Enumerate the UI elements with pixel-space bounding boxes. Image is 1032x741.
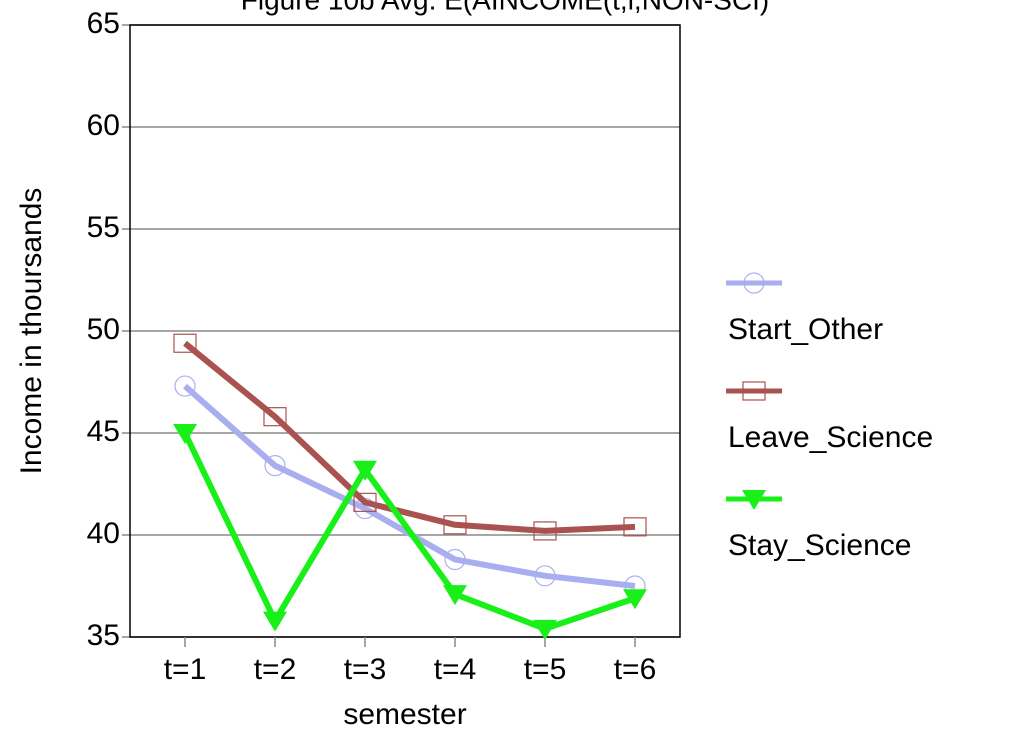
series-line [183,383,636,589]
point [443,585,467,606]
y-tick-label: 40 [87,517,120,550]
legend-label: Stay_Science [728,529,911,562]
y-tick-label: 65 [87,7,120,40]
x-tick-label: t=3 [344,653,387,686]
x-tick-label: t=6 [614,653,657,686]
chart-title: Figure 10b Avg. E(AINCOME(t,i,NON-SCI) [241,0,770,15]
x-tick-label: t=2 [254,653,297,686]
x-tick-label: t=1 [164,653,207,686]
point [173,333,197,353]
point [263,611,287,632]
point [534,565,556,587]
point [443,515,467,535]
series-line [182,431,636,632]
point [623,517,647,537]
x-axis-label: semester [343,698,466,731]
legend-label: Leave_Science [728,421,933,454]
y-axis-label: Income in thoursands [15,188,48,475]
y-tick-label: 55 [87,211,120,244]
point [533,521,557,541]
legend-label: Start_Other [728,313,883,346]
series-line [183,340,636,534]
point [623,589,647,610]
point [444,548,466,571]
y-tick-label: 60 [87,109,120,142]
plot-frame [129,24,681,638]
y-tick-label: 45 [87,415,120,448]
point [742,490,766,510]
point [533,619,557,640]
point [353,460,377,481]
point [743,272,765,294]
y-tick-label: 35 [87,619,120,652]
y-tick-label: 50 [87,313,120,346]
point [264,455,286,477]
point [174,375,196,397]
x-tick-label: t=4 [434,653,477,686]
point [263,407,287,427]
point [353,492,377,512]
x-tick-label: t=5 [524,653,567,686]
point [173,424,197,444]
point [742,381,766,401]
